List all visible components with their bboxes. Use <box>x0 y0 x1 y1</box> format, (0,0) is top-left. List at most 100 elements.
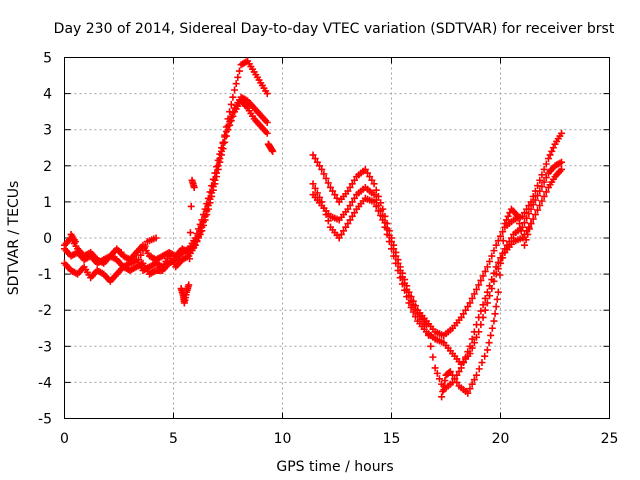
data-point <box>479 272 487 280</box>
data-point <box>203 200 211 208</box>
data-point <box>216 158 224 166</box>
data-point <box>324 179 332 187</box>
data-point <box>137 251 145 259</box>
data-point <box>492 241 500 249</box>
data-point <box>433 369 441 377</box>
data-point <box>534 182 542 190</box>
data-point <box>486 257 494 265</box>
data-point <box>370 180 378 188</box>
data-point <box>483 288 491 296</box>
data-point <box>481 267 489 275</box>
data-point <box>229 112 237 120</box>
data-point <box>405 292 413 300</box>
data-point <box>209 186 217 194</box>
data-point <box>520 219 528 227</box>
data-point <box>542 174 550 182</box>
data-point <box>191 241 199 249</box>
data-point <box>475 365 483 373</box>
data-point <box>468 380 476 388</box>
data-point <box>318 165 326 173</box>
data-point <box>193 238 201 246</box>
data-point <box>411 305 419 313</box>
data-point <box>486 282 494 290</box>
data-point <box>217 151 225 159</box>
data-point <box>396 266 404 274</box>
data-point <box>366 173 374 181</box>
data-point <box>422 321 430 329</box>
data-point <box>446 368 454 376</box>
data-point <box>392 252 400 260</box>
data-point <box>206 199 214 207</box>
x-axis-label: GPS time / hours <box>276 459 393 475</box>
data-point <box>372 196 380 204</box>
data-point <box>309 180 317 188</box>
data-point <box>546 151 554 159</box>
data-point <box>492 303 500 311</box>
data-point <box>531 211 539 219</box>
x-tick-label: 0 <box>60 431 69 447</box>
data-point <box>558 129 566 137</box>
data-point <box>483 346 491 354</box>
data-point <box>435 375 443 383</box>
data-point <box>466 385 474 393</box>
data-point <box>219 145 227 153</box>
data-point <box>398 273 406 281</box>
data-point <box>193 229 201 237</box>
data-point <box>536 176 544 184</box>
data-point <box>374 192 382 200</box>
data-point <box>542 160 550 168</box>
data-point <box>558 165 566 173</box>
data-point <box>440 382 448 390</box>
data-point <box>201 216 209 224</box>
data-point <box>459 310 467 318</box>
data-point <box>473 321 481 329</box>
data-point <box>538 171 546 179</box>
data-point <box>473 371 481 379</box>
data-point <box>350 176 358 184</box>
data-point <box>538 197 546 205</box>
data-point <box>492 263 500 271</box>
data-point <box>232 80 240 88</box>
data-point <box>498 254 506 262</box>
data-point <box>348 180 356 188</box>
data-point <box>135 256 143 264</box>
data-point <box>187 202 195 210</box>
data-point <box>517 227 525 235</box>
data-point <box>316 162 324 170</box>
data-point <box>501 220 509 228</box>
data-point <box>473 285 481 293</box>
data-point <box>313 158 321 166</box>
series-segments-misc <box>67 140 535 401</box>
data-point <box>542 188 550 196</box>
data-point <box>481 306 489 314</box>
data-point <box>234 73 242 81</box>
data-point <box>493 295 501 303</box>
data-point <box>439 387 447 395</box>
data-point <box>368 176 376 184</box>
data-point <box>429 353 437 361</box>
data-point <box>71 238 79 246</box>
data-point <box>196 230 204 238</box>
data-point <box>208 192 216 200</box>
data-point <box>350 209 358 217</box>
plot-frame <box>64 57 610 419</box>
data-point <box>309 151 317 159</box>
data-point <box>348 212 356 220</box>
data-point <box>449 371 457 379</box>
data-point <box>540 178 548 186</box>
data-point <box>499 228 507 236</box>
data-point <box>485 339 493 347</box>
data-point <box>374 202 382 210</box>
data-point <box>394 259 402 267</box>
y-tick-label: 2 <box>43 159 52 175</box>
data-point <box>346 216 354 224</box>
data-point <box>470 328 478 336</box>
y-axis-label: SDTVAR / TECUs <box>6 181 22 296</box>
data-point <box>483 299 491 307</box>
data-point <box>117 248 125 256</box>
data-point <box>499 237 507 245</box>
data-point <box>196 220 204 228</box>
data-point <box>326 183 334 191</box>
data-point <box>470 290 478 298</box>
data-point <box>441 377 449 385</box>
